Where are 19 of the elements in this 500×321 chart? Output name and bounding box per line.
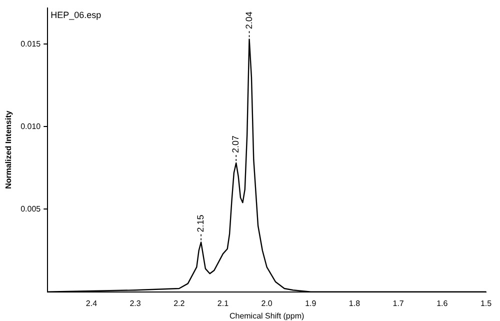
x-tick-label: 1.8 <box>348 298 361 308</box>
x-tick-label: 2.1 <box>217 298 230 308</box>
annotation: 2.15 <box>196 214 206 232</box>
y-tick-label: 0.015 <box>20 39 42 48</box>
x-axis-title: Chemical Shift (ppm) <box>229 311 304 320</box>
y-tick-label: 0.010 <box>20 122 42 131</box>
annotation: 2.04 <box>244 12 254 30</box>
x-tick-label: 2.4 <box>86 298 98 308</box>
y-axis-title: Normalized Intensity <box>4 110 14 189</box>
x-tick-label: 1.9 <box>305 298 317 308</box>
x-tick-label: 1.6 <box>436 298 448 308</box>
x-tick-label: 2.0 <box>261 298 273 308</box>
chart-title: HEP_06.esp <box>50 10 102 20</box>
x-tick-label: 1.7 <box>392 298 404 308</box>
y-tick-label: 0.005 <box>20 204 42 214</box>
x-tick-label: 1.5 <box>480 298 492 308</box>
annotation: 2.07 <box>230 135 241 154</box>
x-tick-label: 2.2 <box>174 298 186 308</box>
x-tick-label: 2.3 <box>130 298 142 308</box>
